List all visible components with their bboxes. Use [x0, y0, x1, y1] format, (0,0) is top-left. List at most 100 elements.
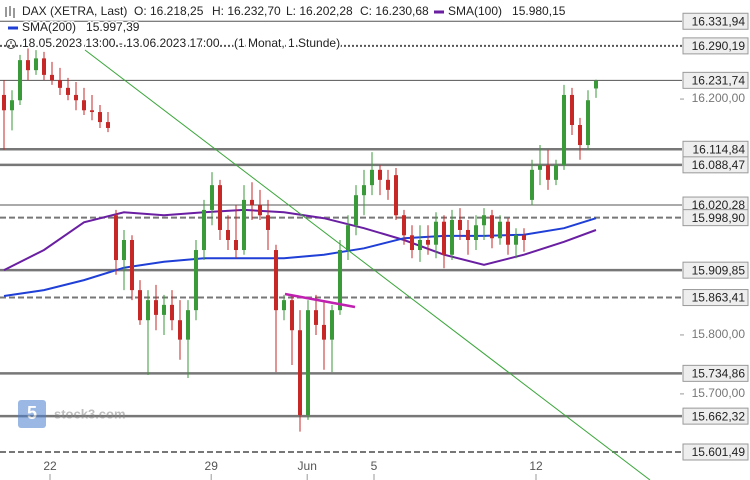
candle-body [82, 100, 86, 111]
candle-body [106, 122, 110, 128]
legend-name: SMA(100) [448, 4, 502, 18]
candle-body [410, 235, 414, 251]
candle-body [146, 300, 150, 321]
candle-body [338, 250, 342, 311]
legend-value: 15.997,39 [86, 20, 140, 34]
y-tick-label: 15.700,00 [692, 386, 746, 400]
candle-body [130, 240, 134, 291]
candle-body [170, 304, 174, 321]
level-label: 16.114,84 [693, 142, 746, 156]
level-label-box [682, 443, 749, 461]
candle-body [98, 112, 102, 123]
candle-body [554, 165, 558, 180]
level-label-box [682, 407, 749, 425]
candle-body [306, 310, 310, 416]
level-label: 16.088,47 [692, 158, 746, 172]
candle-body [386, 179, 390, 190]
candle-body [426, 240, 430, 245]
level-label: 15.601,49 [692, 445, 746, 459]
candle-body [58, 80, 62, 88]
y-tick-label: 15.800,00 [692, 327, 746, 341]
high-label: H: 16.232,70 [212, 4, 281, 18]
level-label-box [682, 289, 749, 307]
candle-body [298, 330, 302, 416]
axis: 16.200,00 15.800,00 15.700,00 22 29 Jun 5 12 [42, 91, 746, 480]
y-tick-label: 16.200,00 [692, 91, 746, 105]
candle-body [474, 225, 478, 240]
candle-body [466, 229, 470, 240]
candle-body [138, 290, 142, 321]
candle-body [50, 74, 54, 81]
candle-body [394, 175, 398, 216]
candle-body [274, 250, 278, 311]
candle-body [586, 100, 590, 146]
candle-body [18, 60, 22, 101]
candle-body [154, 300, 158, 315]
level-label-box [682, 156, 749, 174]
candle-body [538, 165, 542, 170]
level-label-box [682, 71, 749, 89]
candle-body [322, 324, 326, 340]
candle-body [234, 240, 238, 251]
instrument: DAX (XETRA, Last) [22, 4, 127, 18]
candle-body [282, 300, 286, 311]
candle-body [218, 185, 222, 230]
level-label: 15.734,86 [692, 367, 746, 381]
level-label-box [682, 364, 749, 382]
level-label: 15.909,85 [692, 263, 746, 277]
candle-body [434, 221, 438, 245]
candle-body [506, 221, 510, 245]
candle-body [442, 221, 446, 255]
candle-body [498, 221, 502, 239]
sma-line [3, 208, 597, 271]
level-label: 16.020,28 [692, 198, 746, 212]
candle-body [210, 185, 214, 210]
period: 18.05.2023 13:00 - 13.06.2023 17:00 [22, 36, 220, 50]
level-label-box [682, 261, 749, 279]
candle-body [490, 215, 494, 239]
candle-body [2, 94, 6, 111]
level-label-box [682, 209, 749, 227]
candles [2, 44, 598, 432]
trend-line [284, 292, 356, 309]
clock-icon [6, 39, 16, 49]
candle-body [194, 250, 198, 311]
candle-body [34, 58, 38, 71]
candle-body [418, 240, 422, 251]
watermark: 5 stock3.com [18, 400, 126, 428]
candle-body [202, 209, 206, 251]
close-label: C: 16.230,68 [360, 4, 429, 18]
x-tick-label: Jun [298, 459, 317, 473]
level-label: 16.290,19 [692, 39, 746, 53]
watermark-text: stock3.com [54, 406, 126, 421]
candle-body [258, 205, 262, 216]
candle-body [578, 125, 582, 146]
candle-body [362, 185, 366, 196]
level-label: 15.998,90 [692, 211, 746, 225]
candle-body [250, 199, 254, 206]
legend: SMA(100) 15.980,15 SMA(200) 15.997,39 [8, 3, 567, 36]
candle-body [266, 215, 270, 230]
candle-body [570, 94, 574, 126]
candle-body [242, 199, 246, 251]
candle-body [402, 215, 406, 236]
candle-body [330, 310, 334, 340]
candle-body [74, 94, 78, 101]
watermark-logo [18, 400, 46, 428]
candle-body [522, 235, 526, 240]
header: DAX (XETRA, Last) O: 16.218,25 H: 16.232… [5, 3, 567, 52]
candle-body [450, 219, 454, 255]
candle-body [226, 229, 230, 240]
interval: (1 Monat, 1 Stunde) [234, 36, 340, 50]
candle-body [562, 94, 566, 166]
candle-body [514, 235, 518, 245]
level-label: 16.231,74 [692, 74, 746, 88]
candle-body [114, 215, 118, 261]
candle-body [178, 320, 182, 340]
x-tick-label: 12 [529, 459, 543, 473]
trend-line [84, 49, 651, 480]
watermark-logo-glyph: 5 [27, 403, 37, 423]
candle-body [90, 110, 94, 113]
sma-line [3, 217, 597, 297]
